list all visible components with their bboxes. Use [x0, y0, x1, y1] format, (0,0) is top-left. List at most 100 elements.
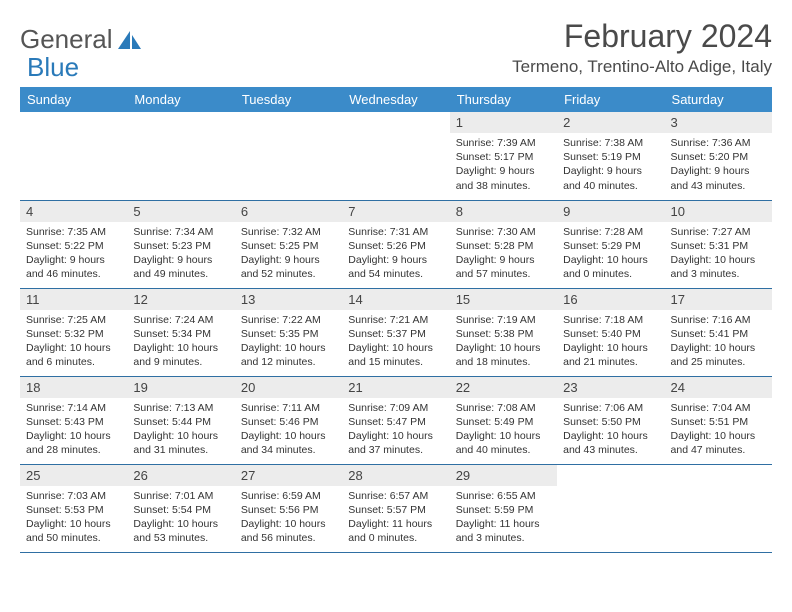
day-details: Sunrise: 7:03 AMSunset: 5:53 PMDaylight:… — [20, 486, 127, 551]
weekday-header: Thursday — [450, 87, 557, 112]
calendar-day-cell — [557, 464, 664, 552]
day-number: 19 — [127, 377, 234, 398]
day-number: 22 — [450, 377, 557, 398]
logo-sail-icon — [117, 29, 143, 51]
day-details: Sunrise: 6:57 AMSunset: 5:57 PMDaylight:… — [342, 486, 449, 551]
day-number: 21 — [342, 377, 449, 398]
weekday-header: Tuesday — [235, 87, 342, 112]
day-details: Sunrise: 7:34 AMSunset: 5:23 PMDaylight:… — [127, 222, 234, 287]
calendar-day-cell: 16Sunrise: 7:18 AMSunset: 5:40 PMDayligh… — [557, 288, 664, 376]
calendar-day-cell: 7Sunrise: 7:31 AMSunset: 5:26 PMDaylight… — [342, 200, 449, 288]
header: General February 2024 Termeno, Trentino-… — [20, 18, 772, 83]
day-number: 5 — [127, 201, 234, 222]
calendar-table: SundayMondayTuesdayWednesdayThursdayFrid… — [20, 87, 772, 553]
weekday-header: Monday — [127, 87, 234, 112]
calendar-week-row: 11Sunrise: 7:25 AMSunset: 5:32 PMDayligh… — [20, 288, 772, 376]
calendar-day-cell: 10Sunrise: 7:27 AMSunset: 5:31 PMDayligh… — [665, 200, 772, 288]
calendar-week-row: 18Sunrise: 7:14 AMSunset: 5:43 PMDayligh… — [20, 376, 772, 464]
day-details: Sunrise: 7:39 AMSunset: 5:17 PMDaylight:… — [450, 133, 557, 198]
day-details: Sunrise: 7:22 AMSunset: 5:35 PMDaylight:… — [235, 310, 342, 375]
calendar-day-cell — [235, 112, 342, 200]
day-details: Sunrise: 7:30 AMSunset: 5:28 PMDaylight:… — [450, 222, 557, 287]
calendar-week-row: 4Sunrise: 7:35 AMSunset: 5:22 PMDaylight… — [20, 200, 772, 288]
day-number: 28 — [342, 465, 449, 486]
calendar-day-cell: 2Sunrise: 7:38 AMSunset: 5:19 PMDaylight… — [557, 112, 664, 200]
day-details: Sunrise: 7:36 AMSunset: 5:20 PMDaylight:… — [665, 133, 772, 198]
calendar-day-cell: 6Sunrise: 7:32 AMSunset: 5:25 PMDaylight… — [235, 200, 342, 288]
calendar-day-cell: 12Sunrise: 7:24 AMSunset: 5:34 PMDayligh… — [127, 288, 234, 376]
calendar-day-cell: 28Sunrise: 6:57 AMSunset: 5:57 PMDayligh… — [342, 464, 449, 552]
calendar-week-row: 1Sunrise: 7:39 AMSunset: 5:17 PMDaylight… — [20, 112, 772, 200]
day-number: 27 — [235, 465, 342, 486]
calendar-day-cell: 29Sunrise: 6:55 AMSunset: 5:59 PMDayligh… — [450, 464, 557, 552]
day-number: 13 — [235, 289, 342, 310]
day-details: Sunrise: 7:25 AMSunset: 5:32 PMDaylight:… — [20, 310, 127, 375]
calendar-day-cell: 23Sunrise: 7:06 AMSunset: 5:50 PMDayligh… — [557, 376, 664, 464]
calendar-day-cell: 15Sunrise: 7:19 AMSunset: 5:38 PMDayligh… — [450, 288, 557, 376]
day-number: 26 — [127, 465, 234, 486]
day-number: 1 — [450, 112, 557, 133]
calendar-day-cell: 9Sunrise: 7:28 AMSunset: 5:29 PMDaylight… — [557, 200, 664, 288]
calendar-day-cell — [127, 112, 234, 200]
day-number: 17 — [665, 289, 772, 310]
day-number: 6 — [235, 201, 342, 222]
calendar-day-cell: 19Sunrise: 7:13 AMSunset: 5:44 PMDayligh… — [127, 376, 234, 464]
calendar-day-cell: 25Sunrise: 7:03 AMSunset: 5:53 PMDayligh… — [20, 464, 127, 552]
day-details: Sunrise: 7:08 AMSunset: 5:49 PMDaylight:… — [450, 398, 557, 463]
day-details: Sunrise: 7:14 AMSunset: 5:43 PMDaylight:… — [20, 398, 127, 463]
day-details: Sunrise: 7:21 AMSunset: 5:37 PMDaylight:… — [342, 310, 449, 375]
calendar-day-cell: 5Sunrise: 7:34 AMSunset: 5:23 PMDaylight… — [127, 200, 234, 288]
calendar-day-cell: 21Sunrise: 7:09 AMSunset: 5:47 PMDayligh… — [342, 376, 449, 464]
day-details: Sunrise: 6:59 AMSunset: 5:56 PMDaylight:… — [235, 486, 342, 551]
day-details: Sunrise: 7:18 AMSunset: 5:40 PMDaylight:… — [557, 310, 664, 375]
day-details: Sunrise: 7:09 AMSunset: 5:47 PMDaylight:… — [342, 398, 449, 463]
logo-text-general: General — [20, 24, 113, 55]
day-details: Sunrise: 7:27 AMSunset: 5:31 PMDaylight:… — [665, 222, 772, 287]
day-details: Sunrise: 7:04 AMSunset: 5:51 PMDaylight:… — [665, 398, 772, 463]
day-details: Sunrise: 7:19 AMSunset: 5:38 PMDaylight:… — [450, 310, 557, 375]
day-details: Sunrise: 6:55 AMSunset: 5:59 PMDaylight:… — [450, 486, 557, 551]
day-details: Sunrise: 7:38 AMSunset: 5:19 PMDaylight:… — [557, 133, 664, 198]
day-details: Sunrise: 7:28 AMSunset: 5:29 PMDaylight:… — [557, 222, 664, 287]
calendar-day-cell: 27Sunrise: 6:59 AMSunset: 5:56 PMDayligh… — [235, 464, 342, 552]
day-number: 24 — [665, 377, 772, 398]
day-details: Sunrise: 7:13 AMSunset: 5:44 PMDaylight:… — [127, 398, 234, 463]
day-details: Sunrise: 7:31 AMSunset: 5:26 PMDaylight:… — [342, 222, 449, 287]
day-number: 3 — [665, 112, 772, 133]
calendar-day-cell — [665, 464, 772, 552]
logo-text-blue: Blue — [27, 52, 79, 83]
month-title: February 2024 — [512, 18, 772, 55]
day-number: 18 — [20, 377, 127, 398]
calendar-week-row: 25Sunrise: 7:03 AMSunset: 5:53 PMDayligh… — [20, 464, 772, 552]
day-details: Sunrise: 7:06 AMSunset: 5:50 PMDaylight:… — [557, 398, 664, 463]
day-number: 4 — [20, 201, 127, 222]
weekday-header: Sunday — [20, 87, 127, 112]
day-number: 7 — [342, 201, 449, 222]
day-number: 29 — [450, 465, 557, 486]
day-number: 8 — [450, 201, 557, 222]
day-number: 12 — [127, 289, 234, 310]
calendar-day-cell: 14Sunrise: 7:21 AMSunset: 5:37 PMDayligh… — [342, 288, 449, 376]
day-details: Sunrise: 7:32 AMSunset: 5:25 PMDaylight:… — [235, 222, 342, 287]
day-details: Sunrise: 7:24 AMSunset: 5:34 PMDaylight:… — [127, 310, 234, 375]
calendar-day-cell: 3Sunrise: 7:36 AMSunset: 5:20 PMDaylight… — [665, 112, 772, 200]
weekday-header: Friday — [557, 87, 664, 112]
day-number: 11 — [20, 289, 127, 310]
calendar-day-cell: 4Sunrise: 7:35 AMSunset: 5:22 PMDaylight… — [20, 200, 127, 288]
calendar-day-cell — [342, 112, 449, 200]
weekday-header-row: SundayMondayTuesdayWednesdayThursdayFrid… — [20, 87, 772, 112]
calendar-day-cell: 11Sunrise: 7:25 AMSunset: 5:32 PMDayligh… — [20, 288, 127, 376]
day-details: Sunrise: 7:11 AMSunset: 5:46 PMDaylight:… — [235, 398, 342, 463]
calendar-day-cell: 20Sunrise: 7:11 AMSunset: 5:46 PMDayligh… — [235, 376, 342, 464]
day-details: Sunrise: 7:01 AMSunset: 5:54 PMDaylight:… — [127, 486, 234, 551]
day-details: Sunrise: 7:35 AMSunset: 5:22 PMDaylight:… — [20, 222, 127, 287]
day-number: 23 — [557, 377, 664, 398]
calendar-day-cell: 26Sunrise: 7:01 AMSunset: 5:54 PMDayligh… — [127, 464, 234, 552]
day-number: 16 — [557, 289, 664, 310]
day-number: 2 — [557, 112, 664, 133]
calendar-day-cell: 17Sunrise: 7:16 AMSunset: 5:41 PMDayligh… — [665, 288, 772, 376]
weekday-header: Saturday — [665, 87, 772, 112]
calendar-day-cell: 18Sunrise: 7:14 AMSunset: 5:43 PMDayligh… — [20, 376, 127, 464]
day-number: 15 — [450, 289, 557, 310]
location: Termeno, Trentino-Alto Adige, Italy — [512, 57, 772, 77]
